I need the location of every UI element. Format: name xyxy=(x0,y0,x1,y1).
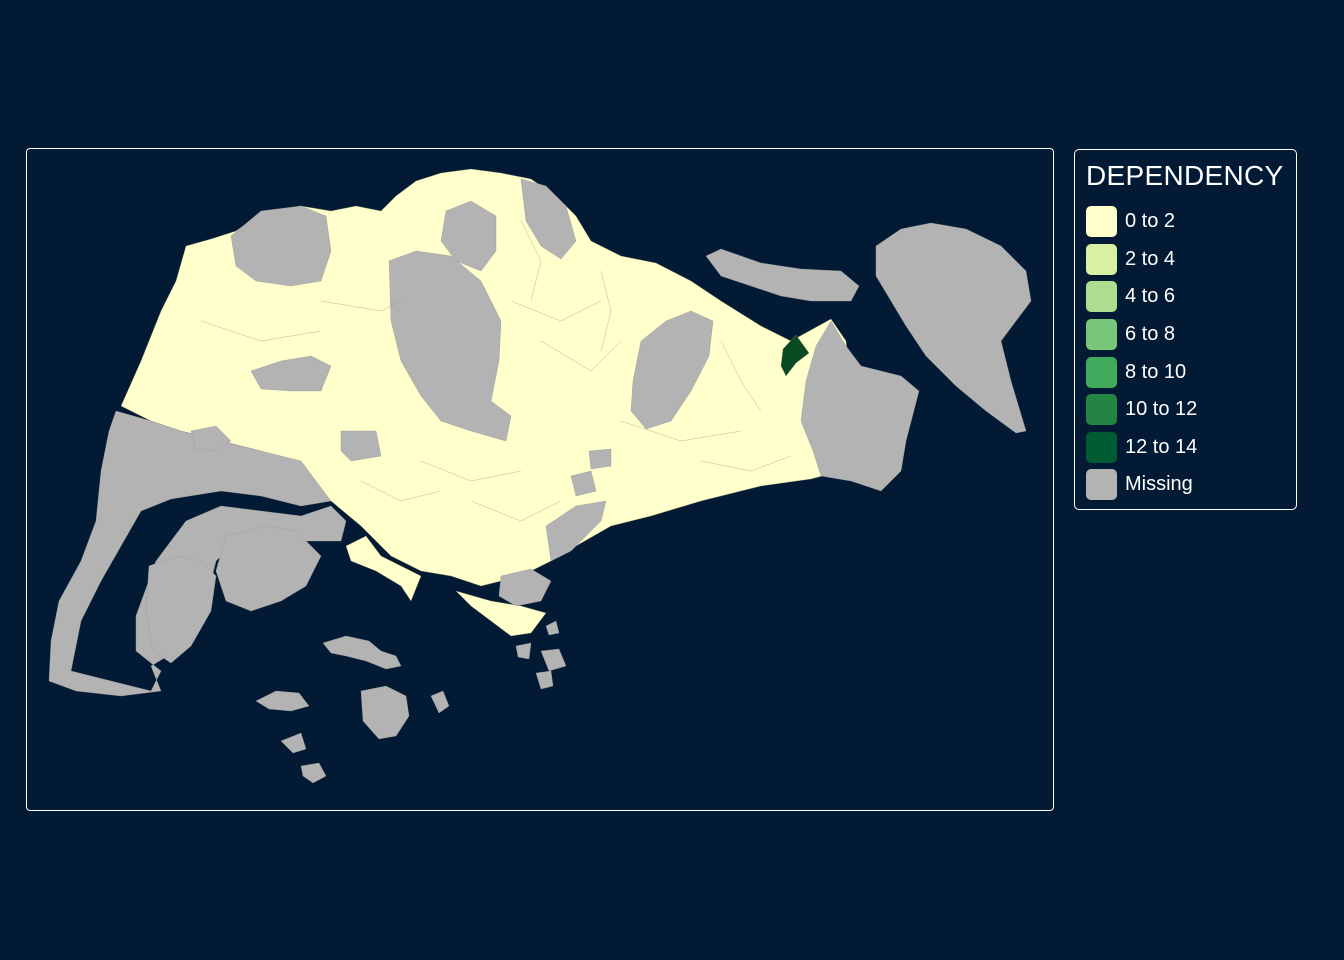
downtown-port[interactable] xyxy=(498,568,552,607)
southern-island-9[interactable] xyxy=(535,670,554,690)
legend-item[interactable]: Missing xyxy=(1086,466,1197,504)
jurong-island-left[interactable] xyxy=(145,555,217,664)
north-reservoir[interactable] xyxy=(440,200,497,272)
west-industrial[interactable] xyxy=(48,410,347,697)
paya-lebar[interactable] xyxy=(630,310,714,430)
northwest-strip[interactable] xyxy=(250,355,332,392)
legend-label: 12 to 14 xyxy=(1125,435,1198,458)
tengah-area[interactable] xyxy=(190,425,232,452)
legend-item[interactable]: 4 to 6 xyxy=(1086,278,1197,316)
legend-label: 4 to 6 xyxy=(1125,285,1176,308)
pulau-tekong[interactable] xyxy=(875,222,1032,434)
changi-airport[interactable] xyxy=(800,320,920,492)
legend-swatch xyxy=(1086,281,1117,313)
southern-island-7[interactable] xyxy=(515,642,532,660)
central-patch-3[interactable] xyxy=(588,448,612,470)
southern-island-6[interactable] xyxy=(430,690,450,714)
dependency-12-14-region[interactable] xyxy=(780,334,810,377)
map-frame[interactable] xyxy=(26,148,1054,811)
legend-item[interactable]: 8 to 10 xyxy=(1086,353,1197,391)
central-catchment[interactable] xyxy=(388,250,512,442)
northeast-block[interactable] xyxy=(520,178,577,260)
subzone-boundaries xyxy=(200,220,792,522)
southern-island-10[interactable] xyxy=(545,620,560,636)
legend-swatch xyxy=(1086,431,1117,463)
legend-item[interactable]: 12 to 14 xyxy=(1086,429,1197,467)
sentosa-area[interactable] xyxy=(455,590,547,637)
legend-label: 10 to 12 xyxy=(1125,398,1198,421)
legend-swatch xyxy=(1086,469,1117,501)
legend-swatch xyxy=(1086,394,1117,426)
legend-items: 0 to 2 2 to 4 4 to 6 6 to 8 8 to 10 10 to 12 1… xyxy=(1086,203,1197,504)
legend-swatch xyxy=(1086,206,1117,238)
southern-island-4[interactable] xyxy=(280,732,307,754)
legend-label: 6 to 8 xyxy=(1125,323,1176,346)
east-coast-strip[interactable] xyxy=(545,500,607,562)
central-patch-2[interactable] xyxy=(570,470,597,497)
southern-island-5[interactable] xyxy=(300,762,327,784)
legend-swatch xyxy=(1086,243,1117,275)
legend-item[interactable]: 2 to 4 xyxy=(1086,241,1197,279)
southern-island-2[interactable] xyxy=(360,685,410,740)
legend-label: 0 to 2 xyxy=(1125,210,1176,233)
legend-label: Missing xyxy=(1125,473,1193,496)
legend-swatch xyxy=(1086,319,1117,351)
jurong-island-right[interactable] xyxy=(215,525,322,612)
southern-island-1[interactable] xyxy=(322,635,402,670)
southern-pier[interactable] xyxy=(345,535,422,602)
legend-swatch xyxy=(1086,356,1117,388)
legend-item[interactable]: 10 to 12 xyxy=(1086,391,1197,429)
legend-item[interactable]: 6 to 8 xyxy=(1086,316,1197,354)
map-legend: DEPENDENCY 0 to 2 2 to 4 4 to 6 6 to 8 8 to … xyxy=(1074,149,1297,510)
choropleth-map[interactable] xyxy=(27,149,1054,811)
western-catchment[interactable] xyxy=(230,205,332,287)
legend-label: 2 to 4 xyxy=(1125,247,1176,270)
southern-island-8[interactable] xyxy=(540,648,567,672)
southern-island-3[interactable] xyxy=(255,690,310,712)
legend-title: DEPENDENCY xyxy=(1086,160,1284,191)
central-patch-1[interactable] xyxy=(340,430,382,462)
legend-label: 8 to 10 xyxy=(1125,360,1187,383)
legend-item[interactable]: 0 to 2 xyxy=(1086,203,1197,241)
pulau-ubin[interactable] xyxy=(705,248,860,302)
